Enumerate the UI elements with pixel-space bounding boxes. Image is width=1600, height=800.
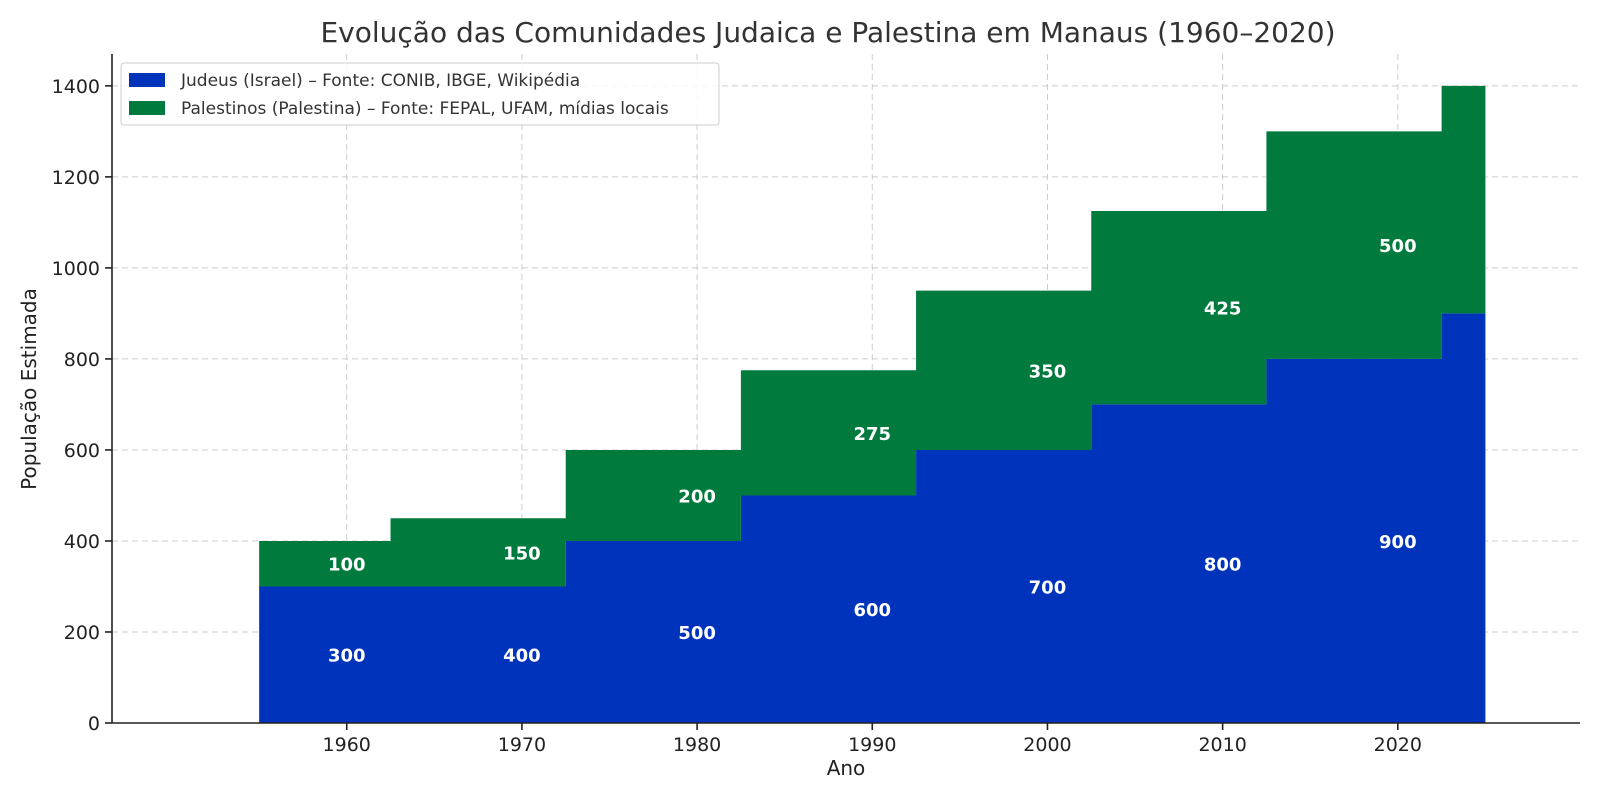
data-label-13: 500: [1379, 236, 1417, 257]
y-tick-label: 1400: [52, 76, 100, 98]
y-tick-label: 1200: [52, 167, 100, 189]
data-labels: 300 400 500 600 700 800 900 100 150 200 275 350 425 5…: [328, 236, 1417, 667]
data-label-5: 800: [1204, 555, 1242, 576]
x-tick-label: 2000: [1023, 734, 1071, 756]
data-label-1: 400: [503, 646, 541, 667]
legend: Judeus (Israel) – Fonte: CONIB, IBGE, Wi…: [120, 62, 720, 126]
y-tick-label: 0: [88, 713, 100, 735]
data-label-4: 700: [1029, 577, 1067, 598]
data-label-11: 350: [1029, 361, 1067, 382]
legend-entry-palestinos: Palestinos (Palestina) – Fonte: FEPAL, U…: [181, 99, 669, 119]
chart-title: Evolução das Comunidades Judaica e Pales…: [320, 16, 1335, 49]
y-tick-label: 200: [64, 622, 100, 644]
plot-area: [259, 85, 1486, 723]
y-tick-label: 1000: [52, 258, 100, 280]
data-label-7: 100: [328, 555, 366, 576]
legend-swatch-palestinos: [129, 101, 165, 115]
data-label-0: 300: [328, 646, 366, 667]
data-label-9: 200: [678, 486, 716, 507]
series-area-1: [259, 85, 1486, 587]
data-label-6: 900: [1379, 532, 1417, 553]
y-tick-label: 600: [64, 440, 100, 462]
axis-ticks: 0 200 400 600 800 1000 1200 1400 1960 1970 1980 199…: [52, 76, 1422, 756]
data-label-3: 600: [853, 600, 891, 621]
y-tick-label: 800: [64, 349, 100, 371]
y-axis-label: População Estimada: [17, 288, 41, 490]
x-axis-label: Ano: [827, 756, 866, 780]
legend-swatch-judeus: [129, 73, 165, 87]
y-tick-label: 400: [64, 531, 100, 553]
x-tick-label: 2020: [1374, 734, 1422, 756]
data-label-10: 275: [853, 424, 891, 445]
data-label-8: 150: [503, 543, 541, 564]
legend-entry-judeus: Judeus (Israel) – Fonte: CONIB, IBGE, Wi…: [180, 71, 580, 91]
legend-frame: [120, 62, 720, 126]
series-area-0: [259, 313, 1486, 723]
x-tick-label: 2010: [1198, 734, 1246, 756]
data-label-2: 500: [678, 623, 716, 644]
x-tick-label: 1990: [848, 734, 896, 756]
x-tick-label: 1960: [323, 734, 371, 756]
x-tick-label: 1980: [673, 734, 721, 756]
x-tick-label: 1970: [498, 734, 546, 756]
data-label-12: 425: [1204, 299, 1242, 320]
